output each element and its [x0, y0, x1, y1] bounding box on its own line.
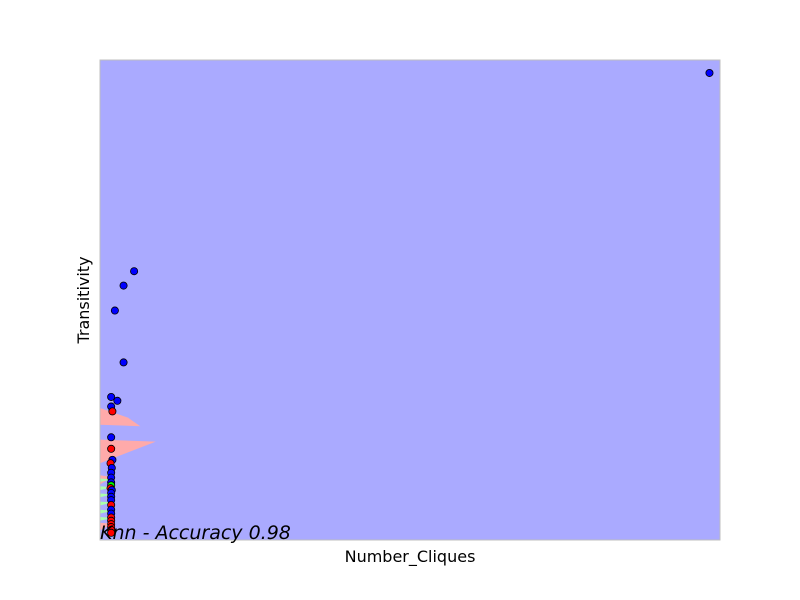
- data-point-blue: [110, 306, 119, 315]
- data-point-red: [107, 444, 116, 453]
- data-point-blue: [119, 281, 128, 290]
- x-axis-label: Number_Cliques: [345, 547, 476, 567]
- chart-title: Knn - Accuracy 0.98: [100, 522, 291, 544]
- plot-area-background: [100, 60, 720, 540]
- data-point-blue: [113, 396, 122, 405]
- data-point-blue: [107, 433, 116, 442]
- data-point-blue: [119, 358, 128, 367]
- data-point-blue: [130, 267, 139, 276]
- data-point-blue: [107, 392, 116, 401]
- data-point-red: [108, 407, 117, 416]
- plot-frame: [99, 59, 721, 541]
- data-points: [106, 68, 714, 537]
- data-point-red: [107, 528, 116, 537]
- y-axis-label: Transitivity: [74, 256, 93, 344]
- data-point-blue: [705, 68, 714, 77]
